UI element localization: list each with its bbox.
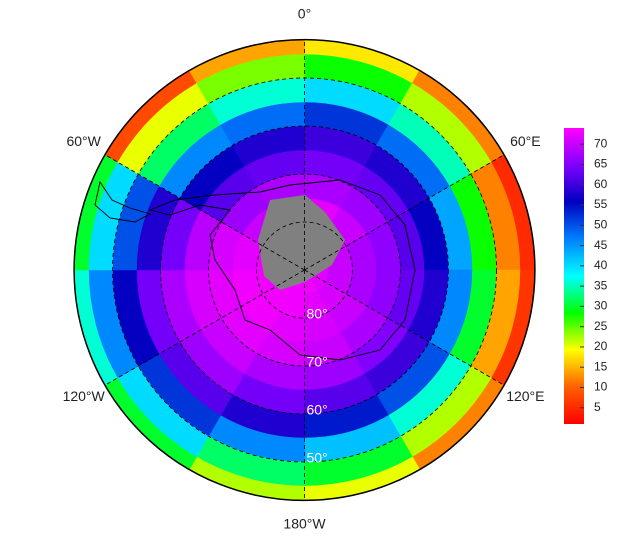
longitude-line <box>304 154 505 271</box>
coastline <box>148 179 416 361</box>
longitude-line <box>304 269 505 386</box>
land-mask <box>258 195 345 290</box>
longitude-label: 60°W <box>66 133 101 149</box>
longitude-line <box>104 154 305 271</box>
latitude-label: 60° <box>307 402 328 418</box>
colorbar-tick-label: 45 <box>594 238 608 252</box>
latitude-line <box>256 221 353 319</box>
latitude-label: 50° <box>307 450 328 466</box>
longitude-label: 60°E <box>510 133 541 149</box>
colorbar-tick-label: 10 <box>594 380 608 394</box>
colorbar-tick-label: 50 <box>594 217 608 231</box>
colorbar-tick-label: 30 <box>594 299 608 313</box>
colorbar-tick-label: 40 <box>594 258 608 272</box>
colorbar-tick-label: 55 <box>594 197 608 211</box>
colorbar <box>564 128 584 424</box>
colorbar-tick-label: 35 <box>594 278 608 292</box>
latitude-label: 80° <box>307 306 328 322</box>
coastline-south-america <box>94 180 152 223</box>
longitude-label: 180°W <box>283 516 326 532</box>
latitude-line <box>208 173 401 367</box>
colorbar-tick-label: 60 <box>594 177 608 191</box>
longitude-label: 0° <box>298 6 311 22</box>
colorbar-tick-label: 5 <box>594 400 601 414</box>
colorbar-tick-label: 25 <box>594 319 608 333</box>
longitude-label: 120°W <box>63 388 106 404</box>
latitude-label: 70° <box>307 354 328 370</box>
longitude-label: 120°E <box>506 388 544 404</box>
colorbar-tick-label: 70 <box>594 136 608 150</box>
colorbar-tick-label: 15 <box>594 359 608 373</box>
longitude-line <box>104 269 305 386</box>
colorbar-tick-label: 65 <box>594 157 608 171</box>
colorbar-tick-label: 20 <box>594 339 608 353</box>
map-boundary <box>73 38 536 502</box>
